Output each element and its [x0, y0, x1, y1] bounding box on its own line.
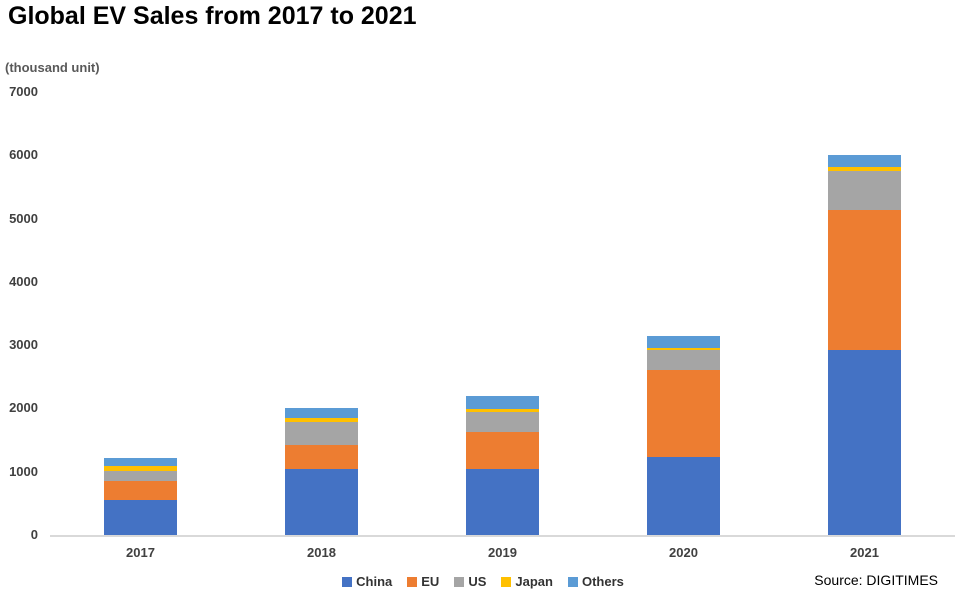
x-tick-label-2020: 2020 [669, 545, 698, 560]
legend-swatch-us-icon [454, 576, 465, 587]
bar-segment-us-2017 [104, 471, 177, 482]
chart-title: Global EV Sales from 2017 to 2021 [8, 2, 417, 30]
bar-segment-eu-2020 [647, 369, 720, 457]
bar-segment-others-2020 [647, 335, 720, 349]
legend-item-china: China [342, 574, 392, 589]
bar-segment-others-2019 [466, 395, 539, 410]
legend-swatch-eu-icon [407, 576, 418, 587]
bar-segment-us-2021 [828, 170, 901, 210]
legend-label-japan: Japan [515, 574, 553, 589]
bar-segment-china-2021 [828, 350, 901, 535]
bar-segment-china-2020 [647, 456, 720, 535]
legend-item-others: Others [567, 574, 624, 589]
legend: China EU US Japan Others [0, 574, 966, 589]
y-tick-label-6000: 6000 [9, 147, 38, 163]
source-label: Source: DIGITIMES [814, 572, 938, 588]
stacked-bar-2019 [466, 395, 539, 535]
legend-item-us: US [454, 574, 486, 589]
y-tick-label-0: 0 [30, 527, 38, 542]
bar-segment-china-2018 [285, 469, 358, 535]
bar-segment-others-2017 [104, 458, 177, 467]
legend-label-eu: EU [421, 574, 440, 589]
x-tick-label-2021: 2021 [850, 545, 879, 560]
stacked-bar-2017 [104, 458, 177, 535]
bar-segment-china-2019 [466, 468, 539, 535]
y-tick-label-7000: 7000 [9, 84, 38, 99]
legend-swatch-china-icon [342, 576, 353, 587]
x-tick-label-2018: 2018 [307, 545, 336, 560]
legend-label-us: US [468, 574, 487, 589]
bar-segment-eu-2018 [285, 444, 358, 470]
bar-segment-eu-2019 [466, 431, 539, 469]
legend-swatch-japan-icon [501, 576, 512, 587]
legend-label-others: Others [581, 574, 624, 589]
bar-segment-japan-2018 [285, 417, 358, 422]
bar-segment-us-2019 [466, 412, 539, 432]
y-tick-label-5000: 5000 [9, 210, 38, 226]
bar-segment-eu-2021 [828, 209, 901, 351]
x-tick-label-2017: 2017 [126, 545, 155, 560]
y-tick-label-1000: 1000 [9, 463, 38, 479]
bar-segment-japan-2021 [828, 166, 901, 171]
legend-swatch-others-icon [567, 576, 578, 587]
plot-area [50, 92, 955, 537]
x-tick-label-2019: 2019 [488, 545, 517, 560]
stacked-bar-2021 [828, 155, 901, 535]
bar-segment-us-2018 [285, 421, 358, 445]
y-tick-label-3000: 3000 [9, 337, 38, 353]
y-tick-label-4000: 4000 [9, 273, 38, 289]
legend-item-japan: Japan [501, 574, 553, 589]
bar-segment-us-2020 [647, 350, 720, 370]
bar-segment-japan-2019 [466, 409, 539, 413]
stacked-bar-2020 [647, 335, 720, 535]
bar-segment-others-2021 [828, 155, 901, 167]
y-tick-label-2000: 2000 [9, 400, 38, 416]
bar-segment-china-2017 [104, 500, 177, 535]
stacked-bar-2018 [285, 408, 358, 535]
legend-item-eu: EU [407, 574, 439, 589]
bar-segment-japan-2017 [104, 466, 177, 472]
unit-label: (thousand unit) [5, 60, 100, 75]
legend-label-china: China [356, 574, 393, 589]
bar-segment-japan-2020 [647, 348, 720, 351]
bar-segment-others-2018 [285, 408, 358, 418]
bar-segment-eu-2017 [104, 481, 177, 501]
